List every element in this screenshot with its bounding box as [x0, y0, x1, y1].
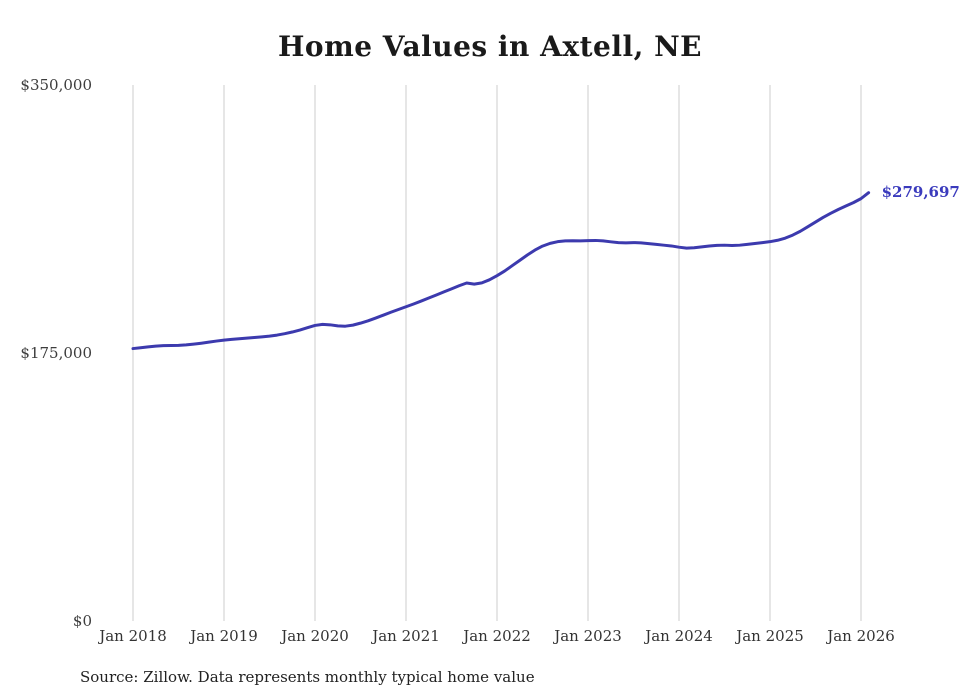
- x-tick-label: Jan 2020: [281, 627, 349, 645]
- x-tick-label: Jan 2018: [99, 627, 167, 645]
- y-tick-label: $350,000: [20, 76, 92, 94]
- y-tick-label: $0: [72, 612, 92, 630]
- source-note: Source: Zillow. Data represents monthly …: [80, 668, 535, 686]
- x-tick-label: Jan 2025: [736, 627, 804, 645]
- home-value-line: [131, 191, 871, 351]
- end-value-label: $279,697: [881, 182, 960, 201]
- x-tick-label: Jan 2021: [372, 627, 440, 645]
- chart-title: Home Values in Axtell, NE: [277, 30, 703, 63]
- x-tick-label: Jan 2026: [827, 627, 895, 645]
- x-tick-label: Jan 2023: [554, 627, 622, 645]
- x-tick-label: Jan 2022: [463, 627, 531, 645]
- x-tick-label: Jan 2019: [190, 627, 258, 645]
- x-tick-label: Jan 2024: [645, 627, 713, 645]
- y-tick-label: $175,000: [20, 344, 92, 362]
